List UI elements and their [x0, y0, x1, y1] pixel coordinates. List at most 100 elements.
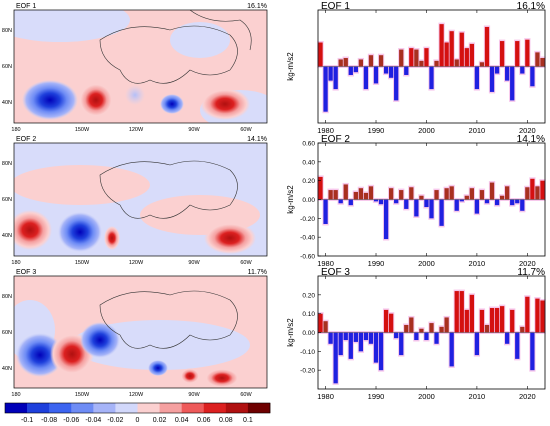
map-lat-tick: 40N	[2, 233, 12, 239]
bar	[535, 52, 540, 67]
bar	[363, 332, 369, 341]
chart-pct: 11.7%	[517, 267, 545, 278]
bar	[399, 332, 404, 356]
bar	[489, 308, 495, 333]
chart-pct: 14.1%	[517, 134, 545, 145]
bar	[474, 332, 480, 356]
bar	[484, 199, 490, 204]
bar	[479, 62, 485, 67]
bar	[414, 49, 419, 67]
bar	[474, 199, 480, 214]
colorbar-swatch	[247, 403, 271, 413]
bar	[540, 300, 545, 333]
eof1-timeseries-panel: EOF 1 16.1% 1980 1990 2000 2010 2020 kg-m/s2	[286, 1, 546, 135]
colorbar-swatch	[159, 403, 182, 413]
map-lat-tick: 80N	[2, 28, 12, 34]
bar	[333, 332, 338, 384]
bar	[515, 199, 520, 204]
colorbar-tick: 0.06	[197, 417, 211, 424]
bar	[510, 309, 515, 333]
bar	[520, 66, 525, 74]
bar	[444, 317, 449, 333]
map-lat-tick: 40N	[2, 366, 12, 372]
chart-title: EOF 2	[321, 134, 350, 145]
chart-pct: 16.1%	[517, 1, 545, 12]
bar	[454, 59, 459, 67]
bar	[318, 42, 323, 67]
bar	[444, 188, 449, 200]
bar	[530, 66, 535, 87]
map-pct-1: 16.1%	[247, 3, 267, 10]
bar	[338, 332, 343, 356]
x-tick-label: 1980	[317, 259, 334, 268]
bar	[399, 190, 404, 200]
bar	[373, 199, 379, 202]
bar	[484, 26, 490, 67]
bar	[434, 332, 439, 344]
bar	[368, 55, 374, 67]
bar	[520, 326, 525, 333]
y-axis-label: kg-m/s2	[286, 318, 295, 347]
x-tick-label: 1980	[317, 126, 334, 135]
map-lat-tick: 60N	[2, 64, 12, 70]
bar	[353, 66, 358, 73]
colorbar-swatch	[5, 403, 28, 413]
bar	[449, 332, 454, 367]
bar	[474, 66, 480, 90]
y-tick-label: -0.10	[300, 349, 315, 356]
bar	[505, 66, 510, 81]
bar	[358, 332, 364, 352]
bar	[494, 66, 500, 74]
eof3-map-panel	[13, 275, 268, 389]
bar	[434, 60, 439, 67]
x-tick-label: 2010	[469, 259, 486, 268]
bar	[429, 66, 434, 90]
bar	[343, 58, 348, 67]
bar	[489, 182, 495, 200]
x-tick-label: 2020	[519, 126, 536, 135]
bar	[348, 332, 353, 359]
y-tick-label: -0.40	[300, 235, 315, 242]
map-lat-tick: 60N	[2, 197, 12, 203]
bar	[424, 332, 429, 341]
bar	[333, 66, 338, 90]
colorbar-swatch	[49, 403, 72, 413]
bar	[424, 48, 429, 67]
bar	[348, 66, 353, 75]
map-lat-tick: 40N	[2, 100, 12, 106]
y-tick-label: -0.20	[300, 368, 315, 375]
x-tick-label: 2000	[418, 126, 435, 135]
bar	[414, 199, 419, 217]
bar	[323, 321, 328, 333]
colorbar-swatch	[203, 403, 227, 413]
bar	[479, 309, 485, 333]
bar	[378, 332, 384, 371]
bar	[338, 59, 343, 67]
bar	[419, 60, 424, 67]
bar	[540, 180, 545, 200]
bar	[515, 332, 520, 359]
x-tick-label: 2010	[469, 392, 486, 401]
bar	[459, 291, 464, 333]
bar	[439, 199, 444, 226]
colorbar-swatch	[27, 403, 50, 413]
bar	[469, 188, 474, 200]
colorbar-tick: 0.04	[175, 417, 189, 424]
bar	[328, 190, 333, 200]
y-tick-label: 0.60	[302, 141, 315, 148]
bar	[333, 190, 338, 200]
colorbar-swatch	[115, 403, 138, 413]
bar	[328, 332, 333, 344]
bar	[353, 332, 358, 342]
bar	[525, 296, 530, 333]
bar	[540, 58, 545, 67]
bar	[389, 313, 394, 333]
x-tick-label: 1990	[368, 126, 385, 135]
bar	[343, 332, 348, 341]
bar	[323, 66, 328, 112]
bar	[353, 191, 358, 200]
bar	[525, 187, 530, 200]
map-lon-tick: 90W	[188, 392, 200, 398]
map-lon-tick: 90W	[188, 127, 200, 133]
bar	[484, 324, 490, 333]
